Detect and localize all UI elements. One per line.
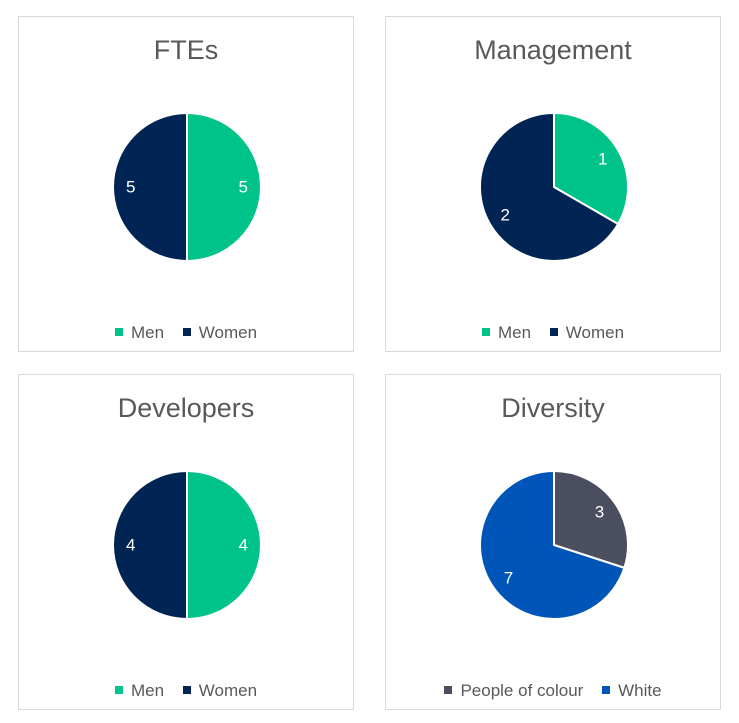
legend-swatch xyxy=(182,327,191,336)
legend-swatch xyxy=(114,685,123,694)
legend-swatch xyxy=(481,327,490,336)
chart-title: Diversity xyxy=(501,393,605,423)
data-label: 1 xyxy=(598,149,607,168)
data-label: 5 xyxy=(239,178,248,197)
legend-item: Men xyxy=(114,681,165,701)
pie-chart: 44 xyxy=(112,470,262,620)
data-label: 7 xyxy=(504,569,513,588)
pie-chart: 12 xyxy=(479,112,629,262)
legend-item: Women xyxy=(182,323,258,343)
legend-item: People of colour xyxy=(444,681,583,701)
pie-slice-men xyxy=(553,112,629,225)
legend-item: Men xyxy=(114,323,165,343)
legend-item: Women xyxy=(182,681,258,701)
data-label: 5 xyxy=(126,178,135,197)
legend-label: Women xyxy=(198,681,258,700)
legend-item: Women xyxy=(549,323,625,343)
legend-item: Men xyxy=(481,323,532,343)
data-label: 4 xyxy=(126,536,135,555)
pie-chart: 55 xyxy=(112,112,262,262)
data-label: 4 xyxy=(239,536,248,555)
legend-swatch xyxy=(602,685,611,694)
data-label: 3 xyxy=(595,502,604,521)
chart-title: Developers xyxy=(117,393,255,423)
chart-title: Management xyxy=(474,35,632,65)
pie-slice-white xyxy=(479,470,626,620)
legend-label: White xyxy=(618,681,662,700)
pie-slice-women xyxy=(479,112,620,262)
pie-chart: 37 xyxy=(479,470,629,620)
legend: People of colour White xyxy=(386,681,720,701)
pie-slice-women xyxy=(112,112,188,262)
legend-label: Women xyxy=(198,323,258,342)
legend-label: Men xyxy=(497,323,532,342)
legend-swatch xyxy=(182,685,191,694)
legend: Men Women xyxy=(19,681,353,701)
legend: Men Women xyxy=(386,323,720,343)
pie-slice-women xyxy=(112,470,188,620)
legend: Men Women xyxy=(19,323,353,343)
legend-label: People of colour xyxy=(460,681,584,700)
legend-swatch xyxy=(549,327,558,336)
legend-item: White xyxy=(602,681,662,701)
legend-swatch xyxy=(444,685,453,694)
legend-label: Men xyxy=(130,681,165,700)
pie-slice-men xyxy=(186,470,262,620)
legend-label: Women xyxy=(565,323,625,342)
chart-title: FTEs xyxy=(153,35,219,65)
data-label: 2 xyxy=(501,206,510,225)
pie-slice-people-of-colour xyxy=(553,470,629,569)
pie-slice-men xyxy=(186,112,262,262)
legend-swatch xyxy=(114,327,123,336)
legend-label: Men xyxy=(130,323,165,342)
